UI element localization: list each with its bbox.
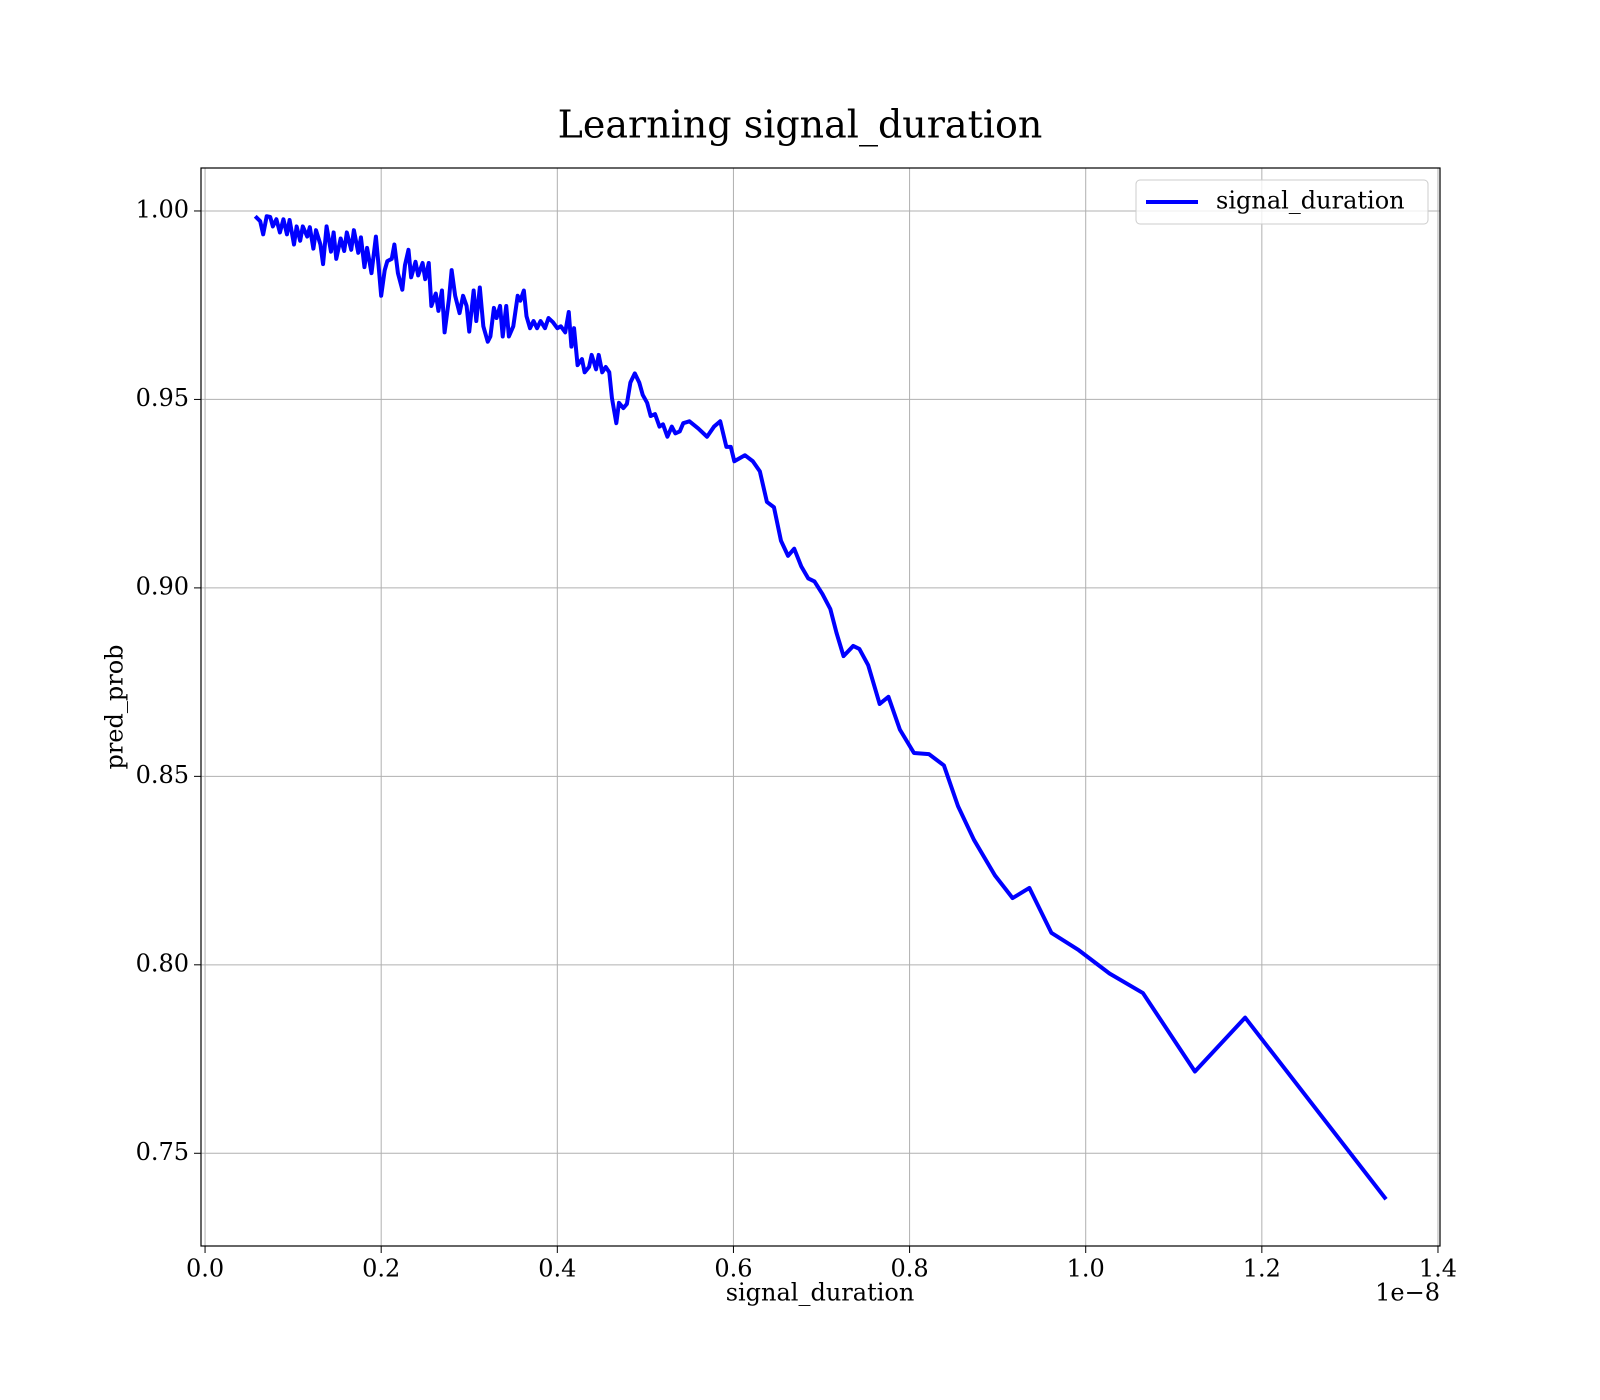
chart-title: Learning signal_duration xyxy=(558,103,1043,148)
x-axis-label: signal_duration xyxy=(726,1279,915,1307)
y-tick-label: 0.90 xyxy=(136,572,189,600)
y-tick-label: 0.85 xyxy=(136,761,189,789)
x-tick-label: 0.0 xyxy=(186,1255,224,1283)
x-tick-label: 1.0 xyxy=(1067,1255,1105,1283)
x-tick-label: 0.4 xyxy=(538,1255,576,1283)
x-tick-label: 1.2 xyxy=(1243,1255,1281,1283)
legend-box xyxy=(1135,179,1429,225)
x-tick-label: 0.2 xyxy=(362,1255,400,1283)
y-tick-label: 1.00 xyxy=(136,195,189,223)
x-offset-label: 1e−8 xyxy=(1375,1279,1440,1307)
x-tick-label: 0.8 xyxy=(890,1255,928,1283)
plot-frame xyxy=(200,167,1441,1247)
data-line xyxy=(253,214,1388,1201)
y-tick-label: 0.80 xyxy=(136,949,189,977)
x-tick-label: 0.6 xyxy=(714,1255,752,1283)
y-axis-label: pred_prob xyxy=(101,644,129,769)
legend: signal_duration xyxy=(1135,179,1429,225)
y-tick-label: 0.75 xyxy=(136,1138,189,1166)
legend-label: signal_duration xyxy=(1216,187,1405,215)
y-tick-label: 0.95 xyxy=(136,384,189,412)
x-tick-label: 1.4 xyxy=(1419,1255,1457,1283)
